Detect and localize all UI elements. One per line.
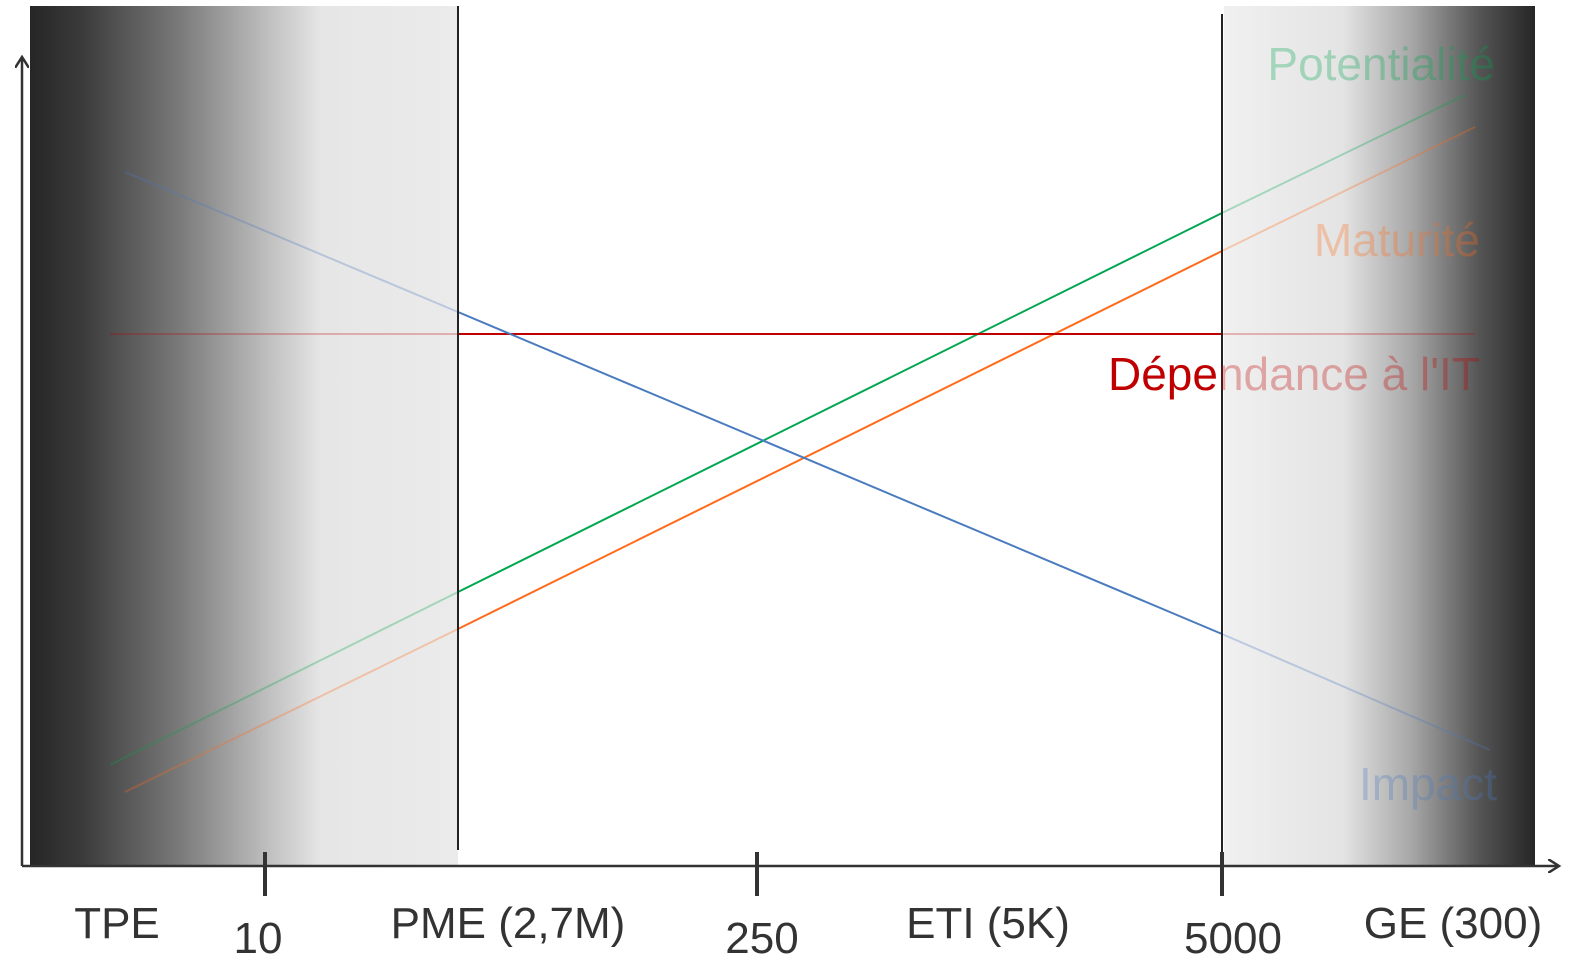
label-dependance-it: Dépendance à l'IT xyxy=(1108,348,1480,400)
x-tick-label-5000: 5000 xyxy=(1184,914,1282,963)
left-shaded-zone xyxy=(30,6,458,866)
label-potentialite: Potentialité xyxy=(1267,38,1495,90)
category-label-pme: PME (2,7M) xyxy=(391,899,626,948)
line-maturite xyxy=(124,126,1476,793)
label-maturite: Maturité xyxy=(1314,214,1480,266)
category-label-eti: ETI (5K) xyxy=(906,899,1070,948)
right-shaded-zone xyxy=(1224,6,1535,866)
line-impact xyxy=(124,171,1491,751)
x-tick-label-250: 250 xyxy=(725,914,798,963)
line-potentialite xyxy=(109,94,1466,766)
category-label-tpe: TPE xyxy=(74,899,160,948)
category-label-ge: GE (300) xyxy=(1364,899,1543,948)
x-tick-label-10: 10 xyxy=(234,914,283,963)
label-impact: Impact xyxy=(1359,758,1497,810)
